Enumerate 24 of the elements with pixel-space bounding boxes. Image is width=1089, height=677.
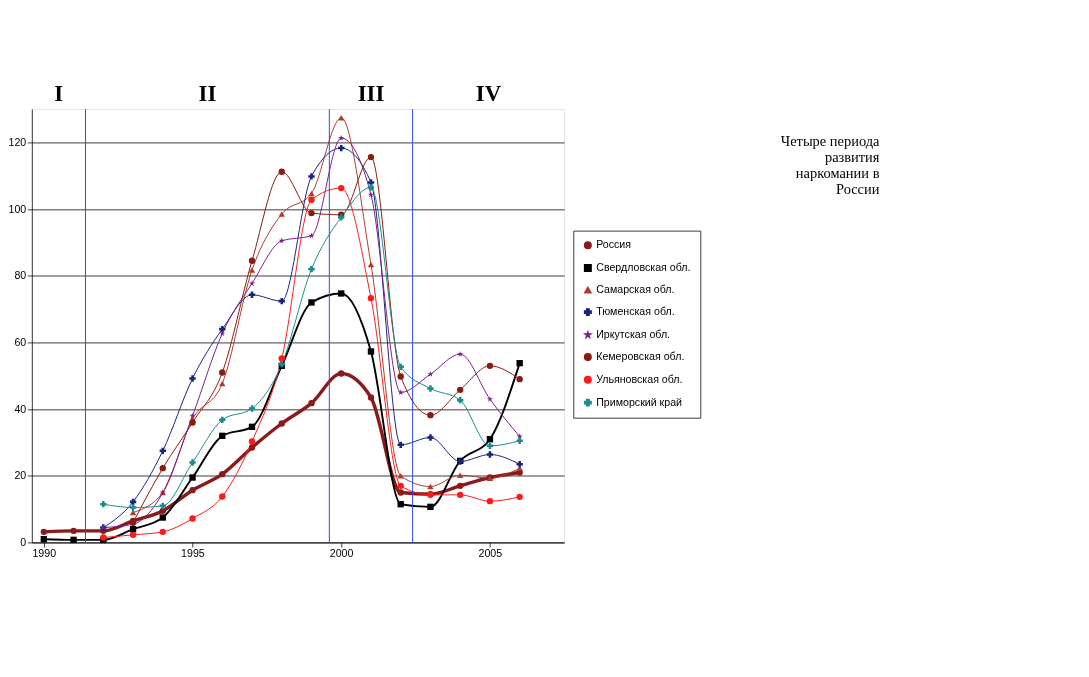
text: Четыре периода развития наркомании в России xyxy=(780,133,881,198)
legend-label: Самарская обл. xyxy=(596,283,675,296)
y-tick-label: 20 xyxy=(14,469,27,482)
y-tick-label: 40 xyxy=(14,402,27,415)
y-tick-label: 0 xyxy=(20,535,27,548)
legend-label: Тюменская обл. xyxy=(596,305,675,318)
legend-label: Свердловская обл. xyxy=(596,261,691,274)
text: I xyxy=(54,81,64,107)
x-tick-label: 2000 xyxy=(329,547,354,560)
text: III xyxy=(357,81,385,107)
legend-label: Кемеровская обл. xyxy=(596,350,685,363)
legend-label: Россия xyxy=(596,238,632,251)
text: IV xyxy=(475,81,502,107)
y-tick-label: 100 xyxy=(8,202,27,215)
y-tick-label: 60 xyxy=(14,335,27,348)
y-tick-label: 80 xyxy=(14,269,27,282)
legend-label: Приморский край xyxy=(596,395,683,408)
x-tick-label: 2005 xyxy=(478,547,503,560)
x-tick-label: 1995 xyxy=(181,547,205,560)
x-tick-label: 1990 xyxy=(32,547,57,560)
text: II xyxy=(198,81,217,107)
legend-label: Иркутская обл. xyxy=(596,327,671,340)
legend-label: Ульяновская обл. xyxy=(596,372,683,385)
y-tick-label: 120 xyxy=(8,135,27,148)
